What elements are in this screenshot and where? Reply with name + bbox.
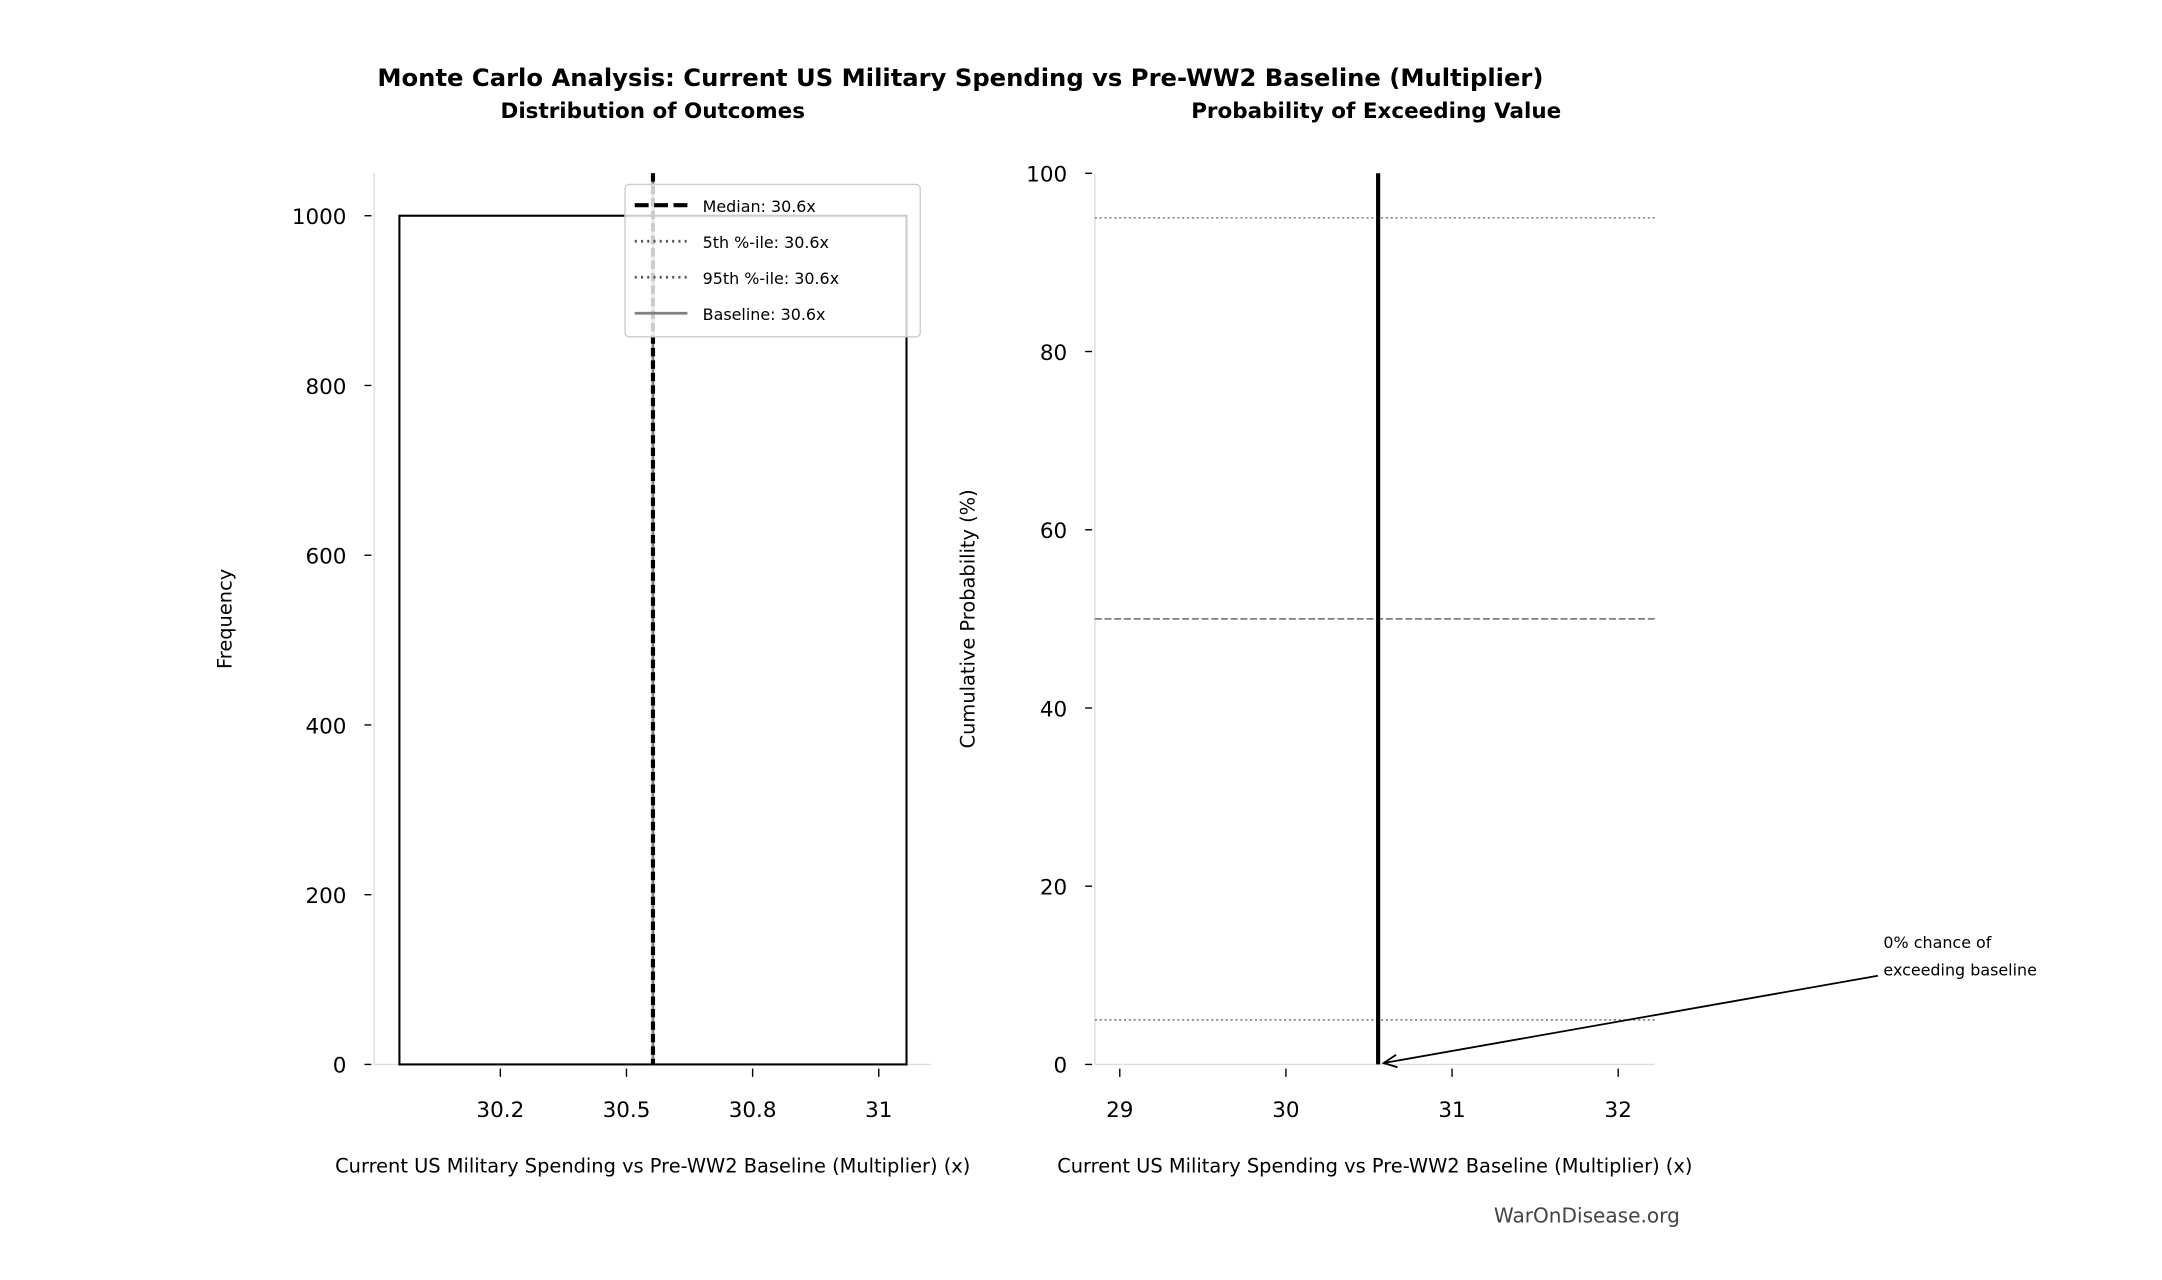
y-tick-label: 200: [305, 884, 346, 909]
x-tick-label: 29: [1106, 1098, 1133, 1123]
annotation-text: 0% chance of: [1883, 933, 1991, 952]
y-tick-label: 600: [305, 545, 346, 570]
x-tick-label: 30.2: [476, 1098, 524, 1123]
y-axis-label: Frequency: [213, 569, 236, 669]
legend-label: 5th %-ile: 30.6x: [703, 233, 829, 252]
legend: Median: 30.6x 5th %-ile: 30.6x 95th %-ile:…: [624, 183, 921, 338]
figure-title: Monte Carlo Analysis: Current US Militar…: [377, 63, 1543, 92]
y-tick-label: 100: [1026, 163, 1067, 188]
x-tick-label: 30.8: [729, 1098, 777, 1123]
x-tick-label: 32: [1605, 1098, 1632, 1123]
watermark: WarOnDisease.org: [1494, 1203, 1680, 1227]
legend-label: Median: 30.6x: [703, 197, 816, 216]
y-tick-label: 1000: [292, 205, 347, 230]
x-tick-label: 30: [1272, 1098, 1299, 1123]
x-tick-label: 31: [1438, 1098, 1465, 1123]
y-tick-label: 400: [305, 714, 346, 739]
y-tick-label: 20: [1040, 876, 1067, 901]
x-axis-label: Current US Military Spending vs Pre-WW2 …: [1057, 1155, 1692, 1178]
x-axis-label: Current US Military Spending vs Pre-WW2 …: [335, 1155, 970, 1178]
y-tick-label: 0: [1053, 1054, 1067, 1079]
y-tick-label: 0: [333, 1054, 347, 1079]
histogram-chart: 30.2 30.5 30.8 31 0 200 400 600 800 1000 Current U…: [213, 173, 970, 1178]
exceedance-chart: 29 30 31 32 0 20 40 60 80 100 Current US Military …: [956, 163, 2037, 1178]
right-chart-title: Probability of Exceeding Value: [1191, 99, 1561, 124]
y-tick-label: 40: [1040, 697, 1067, 722]
annotation-text: exceeding baseline: [1883, 961, 2036, 980]
x-tick-label: 31: [865, 1098, 892, 1123]
y-tick-label: 80: [1040, 341, 1067, 366]
arrowhead-icon: [1381, 1053, 1398, 1069]
x-tick-label: 30.5: [603, 1098, 651, 1123]
legend-label: Baseline: 30.6x: [703, 305, 826, 324]
y-tick-label: 60: [1040, 519, 1067, 544]
legend-box: [624, 183, 921, 338]
left-chart-title: Distribution of Outcomes: [501, 99, 805, 124]
y-tick-label: 800: [305, 375, 346, 400]
legend-label: 95th %-ile: 30.6x: [703, 269, 839, 288]
annotation-arrow: [1383, 974, 1879, 1064]
y-axis-label: Cumulative Probability (%): [956, 489, 979, 748]
